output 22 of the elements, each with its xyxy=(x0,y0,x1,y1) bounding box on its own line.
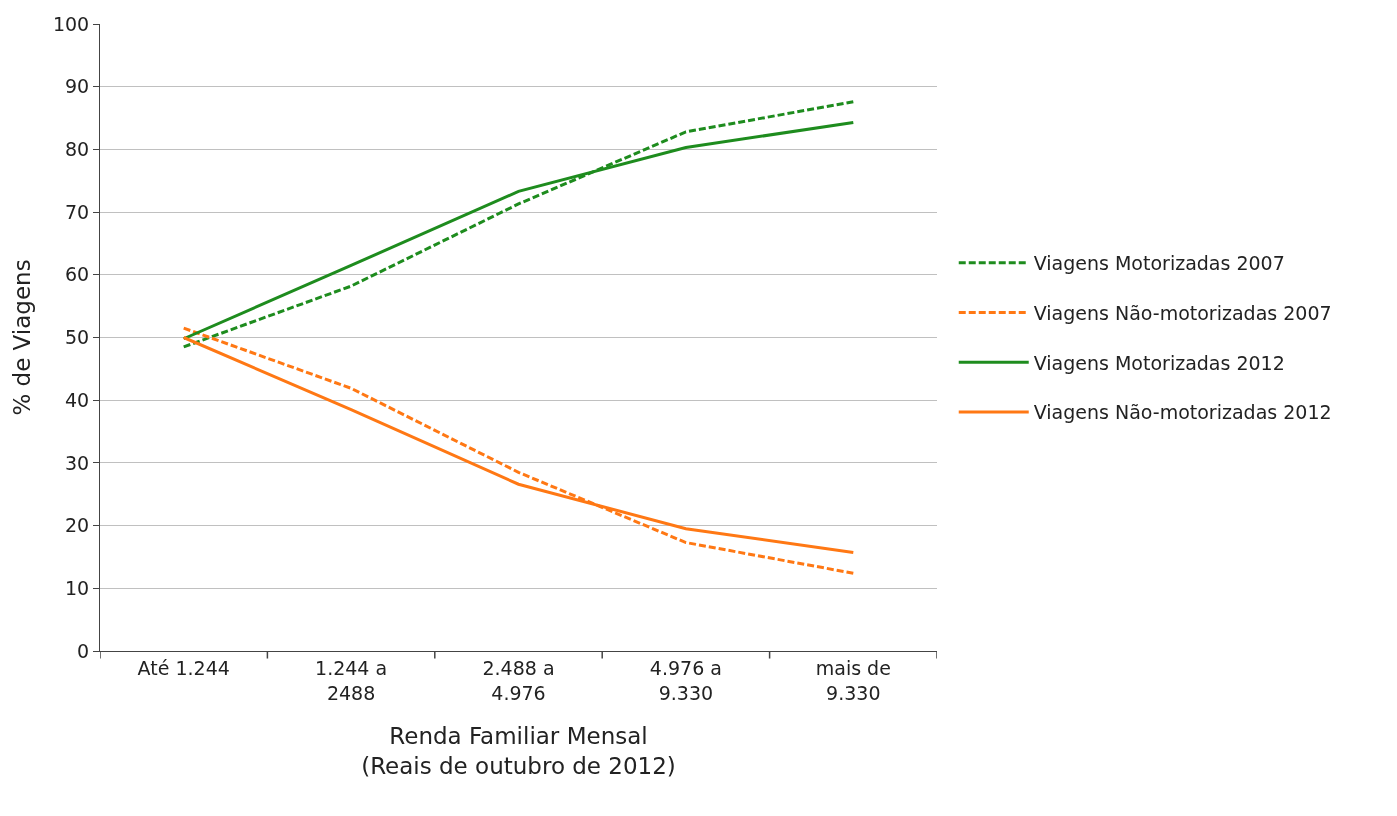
y-tick-label: 10 xyxy=(65,576,90,599)
y-tick-label: 100 xyxy=(52,12,90,35)
y-axis-title: % de Viagens xyxy=(9,259,36,416)
x-tick-label: 1.244 a 2488 xyxy=(315,656,388,704)
legend-label: Viagens Motorizadas 2012 xyxy=(1033,351,1285,374)
y-tick-label: 70 xyxy=(65,200,90,223)
legend-label: Viagens Não-motorizadas 2007 xyxy=(1033,301,1332,324)
y-tick-label: 90 xyxy=(65,75,90,98)
legend-label: Viagens Não-motorizadas 2012 xyxy=(1033,401,1332,424)
y-tick-label: 30 xyxy=(65,451,90,474)
x-tick-label: Até 1.244 xyxy=(137,656,230,679)
y-tick-label: 50 xyxy=(65,326,90,349)
x-axis-title: Renda Familiar Mensal (Reais de outubro de 2012) xyxy=(361,723,676,779)
x-tick-label: mais de 9.330 xyxy=(815,656,891,704)
y-tick-label: 40 xyxy=(65,388,90,411)
x-tick-label: 4.976 a 9.330 xyxy=(649,656,722,704)
x-tick-label: 2.488 a 4.976 xyxy=(482,656,555,704)
y-tick-label: 80 xyxy=(65,138,90,161)
y-tick-label: 20 xyxy=(65,514,90,537)
y-tick-label: 60 xyxy=(65,263,90,286)
legend-label: Viagens Motorizadas 2007 xyxy=(1033,252,1285,275)
y-tick-label: 0 xyxy=(77,639,90,662)
